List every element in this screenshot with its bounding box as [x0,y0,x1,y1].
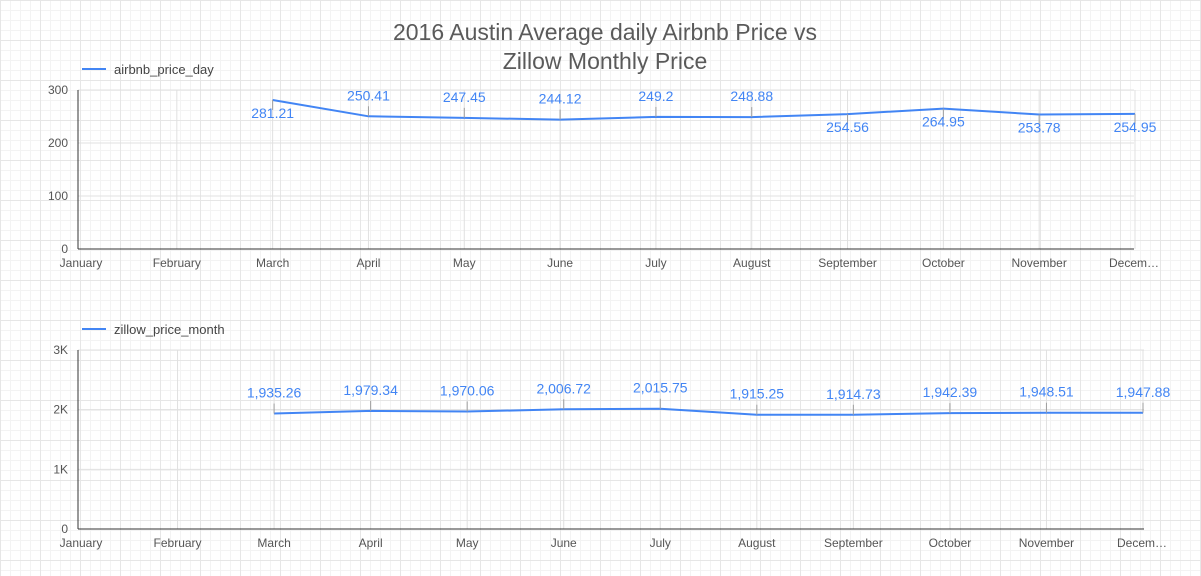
zillow-x-tick-label: September [824,536,883,550]
airbnb-x-tick-label: January [60,256,103,270]
zillow-y-tick-label: 2K [53,403,68,417]
airbnb-data-label: 247.45 [443,89,486,105]
airbnb-data-label: 249.2 [638,88,673,104]
zillow-data-label: 1,935.26 [247,385,302,401]
airbnb-data-label: 254.95 [1114,119,1157,135]
zillow-x-tick-label: July [650,536,671,550]
zillow-y-tick-label: 3K [53,343,68,357]
zillow-data-label: 2,015.75 [633,380,688,396]
zillow-x-tick-label: August [738,536,776,550]
zillow-x-tick-label: February [154,536,202,550]
airbnb-data-label: 253.78 [1018,119,1061,135]
airbnb-y-tick-label: 200 [48,136,68,150]
zillow-legend-label: zillow_price_month [114,322,225,337]
airbnb-data-label: 248.88 [730,88,773,104]
airbnb-x-tick-label: May [453,256,476,270]
zillow-x-tick-label: January [60,536,103,550]
airbnb-x-tick-label: March [256,256,289,270]
airbnb-y-tick-label: 0 [61,242,68,256]
airbnb-y-tick-label: 100 [48,189,68,203]
zillow-series-line [274,407,1144,416]
zillow-data-label: 1,947.88 [1116,384,1171,400]
zillow-data-label: 1,979.34 [343,382,398,398]
zillow-x-tick-label: Decem… [1117,536,1167,550]
zillow-x-tick-label: May [456,536,479,550]
zillow-x-tick-label: October [929,536,972,550]
airbnb-x-tick-label: July [645,256,666,270]
airbnb-x-tick-label: November [1012,256,1067,270]
zillow-x-tick-label: November [1019,536,1074,550]
airbnb-x-tick-label: June [547,256,573,270]
airbnb-x-tick-label: September [818,256,877,270]
zillow-data-label: 1,942.39 [923,384,978,400]
airbnb-x-tick-label: Decem… [1109,256,1159,270]
airbnb-x-tick-label: February [153,256,201,270]
zillow-x-tick-label: June [551,536,577,550]
airbnb-data-label: 281.21 [251,105,294,121]
airbnb-x-tick-label: April [356,256,380,270]
airbnb-legend-label: airbnb_price_day [114,62,214,77]
zillow-data-label: 1,970.06 [440,382,495,398]
zillow-y-tick-label: 0 [61,522,68,536]
airbnb-price-chart: 0 100 200 300 January February March April May Ju… [48,62,1159,270]
zillow-x-tick-label: April [359,536,383,550]
airbnb-data-label: 254.56 [826,119,869,135]
chart-title-line-2: Zillow Monthly Price [502,48,708,74]
zillow-data-label: 1,915.25 [730,386,785,402]
airbnb-x-tick-label: August [733,256,771,270]
zillow-y-tick-label: 1K [53,462,68,476]
airbnb-data-label: 264.95 [922,114,965,130]
zillow-data-label: 1,914.73 [826,386,881,402]
airbnb-x-tick-label: October [922,256,965,270]
airbnb-data-label: 250.41 [347,87,390,103]
airbnb-series-line [272,99,1136,121]
chart-title-line-1: 2016 Austin Average daily Airbnb Price v… [392,19,818,45]
chart-title: 2016 Austin Average daily Airbnb Price v… [305,18,905,76]
airbnb-y-tick-label: 300 [48,83,68,97]
zillow-data-label: 1,948.51 [1019,384,1074,400]
airbnb-data-label: 244.12 [539,91,582,107]
zillow-x-tick-label: March [257,536,290,550]
zillow-data-label: 2,006.72 [536,380,591,396]
